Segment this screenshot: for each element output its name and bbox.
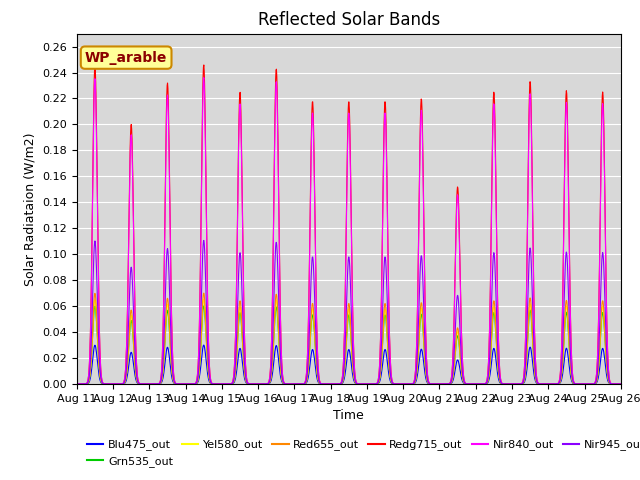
Yel580_out bbox=[434, 381, 442, 387]
Nir840_out bbox=[434, 381, 442, 387]
Blu475_out bbox=[194, 380, 202, 385]
Legend: Blu475_out, Grn535_out, Yel580_out, Red655_out, Redg715_out, Nir840_out, Nir945_: Blu475_out, Grn535_out, Yel580_out, Red6… bbox=[83, 435, 640, 471]
Title: Reflected Solar Bands: Reflected Solar Bands bbox=[258, 11, 440, 29]
Yel580_out bbox=[73, 381, 81, 387]
Redg715_out bbox=[73, 381, 81, 387]
Redg715_out bbox=[255, 381, 263, 387]
Yel580_out bbox=[200, 297, 207, 302]
Nir945_out bbox=[180, 381, 188, 387]
Red655_out bbox=[505, 381, 513, 387]
Line: Blu475_out: Blu475_out bbox=[77, 345, 621, 384]
Yel580_out bbox=[553, 381, 561, 387]
Grn535_out bbox=[505, 381, 513, 387]
Nir840_out bbox=[200, 75, 207, 81]
Blu475_out bbox=[553, 381, 561, 387]
Nir945_out bbox=[553, 381, 561, 387]
Nir945_out bbox=[505, 381, 513, 387]
Redg715_out bbox=[200, 62, 207, 68]
Redg715_out bbox=[180, 381, 188, 387]
Line: Nir840_out: Nir840_out bbox=[77, 78, 621, 384]
Red655_out bbox=[553, 381, 561, 387]
Line: Redg715_out: Redg715_out bbox=[77, 65, 621, 384]
Blu475_out bbox=[180, 381, 188, 387]
Yel580_out bbox=[180, 381, 188, 387]
Nir945_out bbox=[617, 381, 625, 387]
Yel580_out bbox=[194, 378, 202, 384]
Nir840_out bbox=[73, 381, 81, 387]
Blu475_out bbox=[617, 381, 625, 387]
Redg715_out bbox=[553, 381, 561, 387]
Yel580_out bbox=[255, 381, 263, 387]
Redg715_out bbox=[434, 381, 442, 387]
Red655_out bbox=[255, 381, 263, 387]
Grn535_out bbox=[255, 381, 263, 387]
Red655_out bbox=[194, 377, 202, 383]
Redg715_out bbox=[194, 368, 202, 374]
Nir945_out bbox=[73, 381, 81, 387]
Line: Nir945_out: Nir945_out bbox=[77, 240, 621, 384]
Redg715_out bbox=[505, 381, 513, 387]
Nir945_out bbox=[434, 381, 442, 387]
Grn535_out bbox=[180, 381, 188, 387]
Nir945_out bbox=[200, 238, 207, 243]
Nir840_out bbox=[180, 381, 188, 387]
Line: Red655_out: Red655_out bbox=[77, 293, 621, 384]
Red655_out bbox=[434, 381, 442, 387]
Red655_out bbox=[180, 381, 188, 387]
X-axis label: Time: Time bbox=[333, 409, 364, 422]
Grn535_out bbox=[194, 378, 202, 384]
Redg715_out bbox=[617, 381, 625, 387]
Yel580_out bbox=[505, 381, 513, 387]
Nir840_out bbox=[617, 381, 625, 387]
Nir840_out bbox=[255, 381, 263, 387]
Grn535_out bbox=[434, 381, 442, 387]
Nir840_out bbox=[194, 369, 202, 374]
Nir840_out bbox=[553, 381, 561, 387]
Nir945_out bbox=[255, 381, 263, 387]
Grn535_out bbox=[200, 303, 207, 309]
Yel580_out bbox=[617, 381, 625, 387]
Nir840_out bbox=[505, 381, 513, 387]
Line: Yel580_out: Yel580_out bbox=[77, 300, 621, 384]
Red655_out bbox=[73, 381, 81, 387]
Grn535_out bbox=[553, 381, 561, 387]
Blu475_out bbox=[200, 342, 207, 348]
Line: Grn535_out: Grn535_out bbox=[77, 306, 621, 384]
Nir945_out bbox=[194, 375, 202, 381]
Red655_out bbox=[200, 290, 207, 296]
Blu475_out bbox=[255, 381, 263, 387]
Red655_out bbox=[617, 381, 625, 387]
Blu475_out bbox=[505, 381, 513, 387]
Y-axis label: Solar Radiataion (W/m2): Solar Radiataion (W/m2) bbox=[24, 132, 36, 286]
Blu475_out bbox=[73, 381, 81, 387]
Grn535_out bbox=[73, 381, 81, 387]
Blu475_out bbox=[434, 381, 442, 387]
Grn535_out bbox=[617, 381, 625, 387]
Text: WP_arable: WP_arable bbox=[85, 50, 167, 65]
